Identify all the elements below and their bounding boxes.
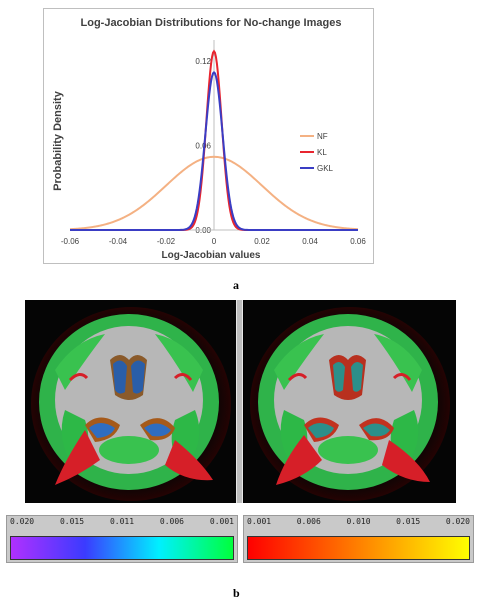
colorbar-left-tick: 0.020: [10, 517, 35, 526]
colorbar-right-tick: 0.010: [346, 517, 371, 526]
x-tick-labels: -0.06 -0.04 -0.02 0 0.02 0.04 0.06: [61, 237, 366, 246]
colorbar-left: 0.020 0.015 0.011 0.006 0.001: [6, 515, 238, 563]
colorbar-left-tick: 0.001: [209, 517, 234, 526]
colorbar-left-tick: 0.011: [109, 517, 135, 526]
x-tick-label: -0.06: [61, 237, 80, 246]
colorbar-right-tick: 0.020: [445, 517, 470, 526]
chart-title: Log-Jacobian Distributions for No-change…: [81, 17, 342, 29]
legend-label: GKL: [317, 164, 334, 173]
series-line-nf: [69, 155, 359, 231]
y-axis-label: Probability Density: [52, 90, 64, 191]
colorbar-right-gradient: [247, 536, 470, 560]
brain-slice-right: [244, 300, 456, 503]
x-tick-label: -0.02: [157, 237, 176, 246]
series-line-gkl: [70, 70, 358, 231]
x-tick-label: 0.06: [350, 237, 366, 246]
colorbar-right-tick: 0.015: [396, 517, 421, 526]
colorbar-left-tick: 0.006: [159, 517, 184, 526]
colorbar-left-tick: 0.015: [59, 517, 85, 526]
image-divider: [236, 300, 243, 503]
series-lines: [69, 49, 359, 231]
colorbar-right: 0.001 0.006 0.010 0.015 0.020: [243, 515, 474, 563]
chart-area: [43, 8, 374, 264]
panel-label-a: a: [233, 278, 239, 292]
x-axis-label: Log-Jacobian values: [162, 250, 261, 261]
brain-slice-left: [25, 300, 237, 503]
log-jacobian-chart: Log-Jacobian Distributions for No-change…: [52, 17, 366, 261]
colorbar-right-ticks: 0.001 0.006 0.010 0.015 0.020: [244, 517, 473, 529]
panel-label-b: b: [233, 586, 240, 600]
y-tick-label: 0.12: [195, 57, 211, 66]
legend-label: NF: [317, 132, 328, 141]
x-tick-label: 0.04: [302, 237, 318, 246]
colorbar-right-tick: 0.001: [247, 517, 272, 526]
legend-label: KL: [317, 148, 327, 157]
colorbar-left-gradient: [10, 536, 234, 560]
brain-image-left: [25, 300, 237, 503]
colorbar-right-tick: 0.006: [296, 517, 321, 526]
legend: NF KL GKL: [300, 132, 334, 173]
x-tick-label: 0: [212, 237, 217, 246]
axes: [70, 40, 358, 231]
brain-image-frame: [25, 300, 456, 503]
colorbar-left-ticks: 0.020 0.015 0.011 0.006 0.001: [7, 517, 237, 529]
x-tick-label: 0.02: [254, 237, 270, 246]
brain-image-right: [244, 300, 456, 503]
x-tick-label: -0.04: [109, 237, 128, 246]
